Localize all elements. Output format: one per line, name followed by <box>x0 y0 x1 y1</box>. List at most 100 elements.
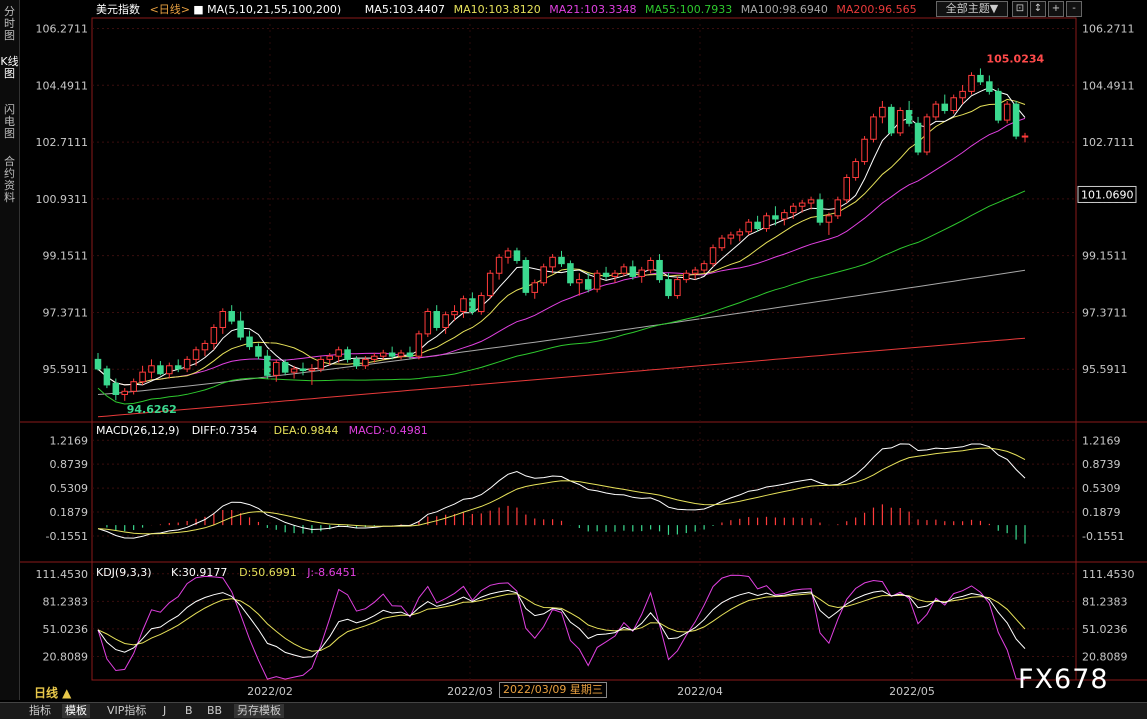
macd-diff-line <box>97 443 1026 539</box>
candle <box>745 221 752 233</box>
candle <box>531 282 539 293</box>
candle <box>816 199 824 223</box>
ma100-line <box>97 269 1026 395</box>
candle <box>112 382 120 395</box>
macd-dea-value: DEA:0.9844 <box>274 424 339 437</box>
chart-canvas[interactable]: 106.2711 106.2711 104.4911 104.4911 102.7111… <box>0 0 1147 702</box>
candle <box>192 349 200 360</box>
candle <box>941 103 949 112</box>
y-tick-label-left: 106.2711 <box>36 22 89 35</box>
candle <box>504 250 512 258</box>
candle <box>308 368 316 372</box>
candle <box>103 368 111 386</box>
candle <box>210 326 218 344</box>
candle <box>549 256 556 268</box>
kdj-k-line <box>97 589 1026 658</box>
candle <box>522 259 530 293</box>
zoom-in-icon[interactable]: + <box>1048 1 1064 17</box>
candle <box>656 259 663 281</box>
kdj-tick-right: 81.2383 <box>1082 595 1128 608</box>
candle <box>576 279 583 284</box>
macd-title: MACD(26,12,9) <box>96 424 180 437</box>
tab-j[interactable]: J <box>163 704 167 717</box>
sidebar-item-timeshare[interactable]: 分时图 <box>4 5 15 42</box>
candle <box>486 272 494 297</box>
chart-period: <日线> <box>150 2 190 16</box>
candle <box>914 122 922 153</box>
y-tick-label-right: 102.7111 <box>1082 136 1135 149</box>
candle <box>1021 135 1029 138</box>
candle <box>353 358 360 367</box>
chart-title: 美元指数 <box>96 2 140 16</box>
y-tick-label-right: 99.1511 <box>1082 250 1128 263</box>
candle <box>397 352 405 357</box>
tab-vip-indicators[interactable]: VIP指标 <box>107 704 147 717</box>
candle <box>362 358 369 367</box>
fit-icon[interactable]: ⊡ <box>1012 1 1028 17</box>
ma55-line <box>97 190 1026 405</box>
candle <box>326 355 334 360</box>
candle <box>718 237 726 249</box>
candle <box>371 355 378 360</box>
candle <box>478 295 485 313</box>
candle <box>388 352 396 357</box>
ma21-line <box>97 117 1026 386</box>
kdj-j-line <box>97 574 1026 680</box>
y-tick-label-right: 95.5911 <box>1082 363 1128 376</box>
candle <box>691 269 699 274</box>
macd-value: MACD:-0.4981 <box>349 424 428 437</box>
zoom-out-icon[interactable]: - <box>1066 1 1082 17</box>
candle <box>1003 103 1011 121</box>
period-selector[interactable]: 日线 ▲ <box>34 686 72 700</box>
y-tick-label-left: 99.1511 <box>43 250 89 263</box>
candle <box>495 256 503 274</box>
candle <box>870 116 877 140</box>
tab-indicators[interactable]: 指标 <box>29 704 51 717</box>
left-sidebar: 分时图 K线图 闪电图 合约资料 <box>0 0 20 700</box>
candle <box>932 103 940 118</box>
candle <box>896 110 904 134</box>
candle <box>861 138 868 163</box>
candle <box>994 90 1002 121</box>
sidebar-item-lightning[interactable]: 闪电图 <box>4 103 15 140</box>
watermark-logo: FX678 <box>1018 664 1109 695</box>
candle <box>1012 103 1020 137</box>
candle <box>647 259 654 271</box>
y-tick-label-left: 95.5911 <box>43 363 89 376</box>
candle <box>460 298 467 313</box>
tab-b[interactable]: B <box>185 704 193 717</box>
candle <box>246 336 253 348</box>
kdj-tick-right: 20.8089 <box>1082 650 1128 663</box>
x-tick-label: 2022/03 <box>447 685 493 698</box>
candle <box>968 74 975 92</box>
candle <box>255 346 262 357</box>
kdj-d-value: D:50.6991 <box>239 566 297 579</box>
resize-icon[interactable]: ↕ <box>1030 1 1046 17</box>
candle <box>888 106 895 134</box>
tab-bb[interactable]: BB <box>207 704 223 717</box>
high-price-label: 105.0234 <box>986 52 1044 65</box>
sidebar-item-contract-info[interactable]: 合约资料 <box>4 155 15 204</box>
theme-dropdown-button[interactable]: 全部主题▼ <box>936 1 1008 17</box>
candle <box>807 199 815 204</box>
sidebar-item-kline[interactable]: K线图 <box>0 55 19 80</box>
candle <box>166 365 173 375</box>
candle <box>174 365 182 370</box>
candle <box>264 355 271 376</box>
candle <box>781 212 788 220</box>
low-price-label: 94.6262 <box>127 403 177 416</box>
x-tick-label: 2022/04 <box>677 685 723 698</box>
candle <box>540 266 547 284</box>
candle <box>879 106 886 118</box>
candle <box>157 365 164 375</box>
tab-save-template[interactable]: 另存模板 <box>234 704 284 718</box>
macd-tick-right: 0.8739 <box>1082 458 1121 471</box>
candle <box>709 247 717 265</box>
y-tick-label-right: 97.3711 <box>1082 306 1128 319</box>
candle <box>620 266 628 274</box>
candle <box>281 362 289 373</box>
ma-params: ■ MA(5,10,21,55,100,200) <box>193 3 341 16</box>
y-tick-label-left: 97.3711 <box>43 306 89 319</box>
tab-templates[interactable]: 模板 <box>62 704 90 718</box>
kdj-tick-left: 111.4530 <box>36 568 89 581</box>
